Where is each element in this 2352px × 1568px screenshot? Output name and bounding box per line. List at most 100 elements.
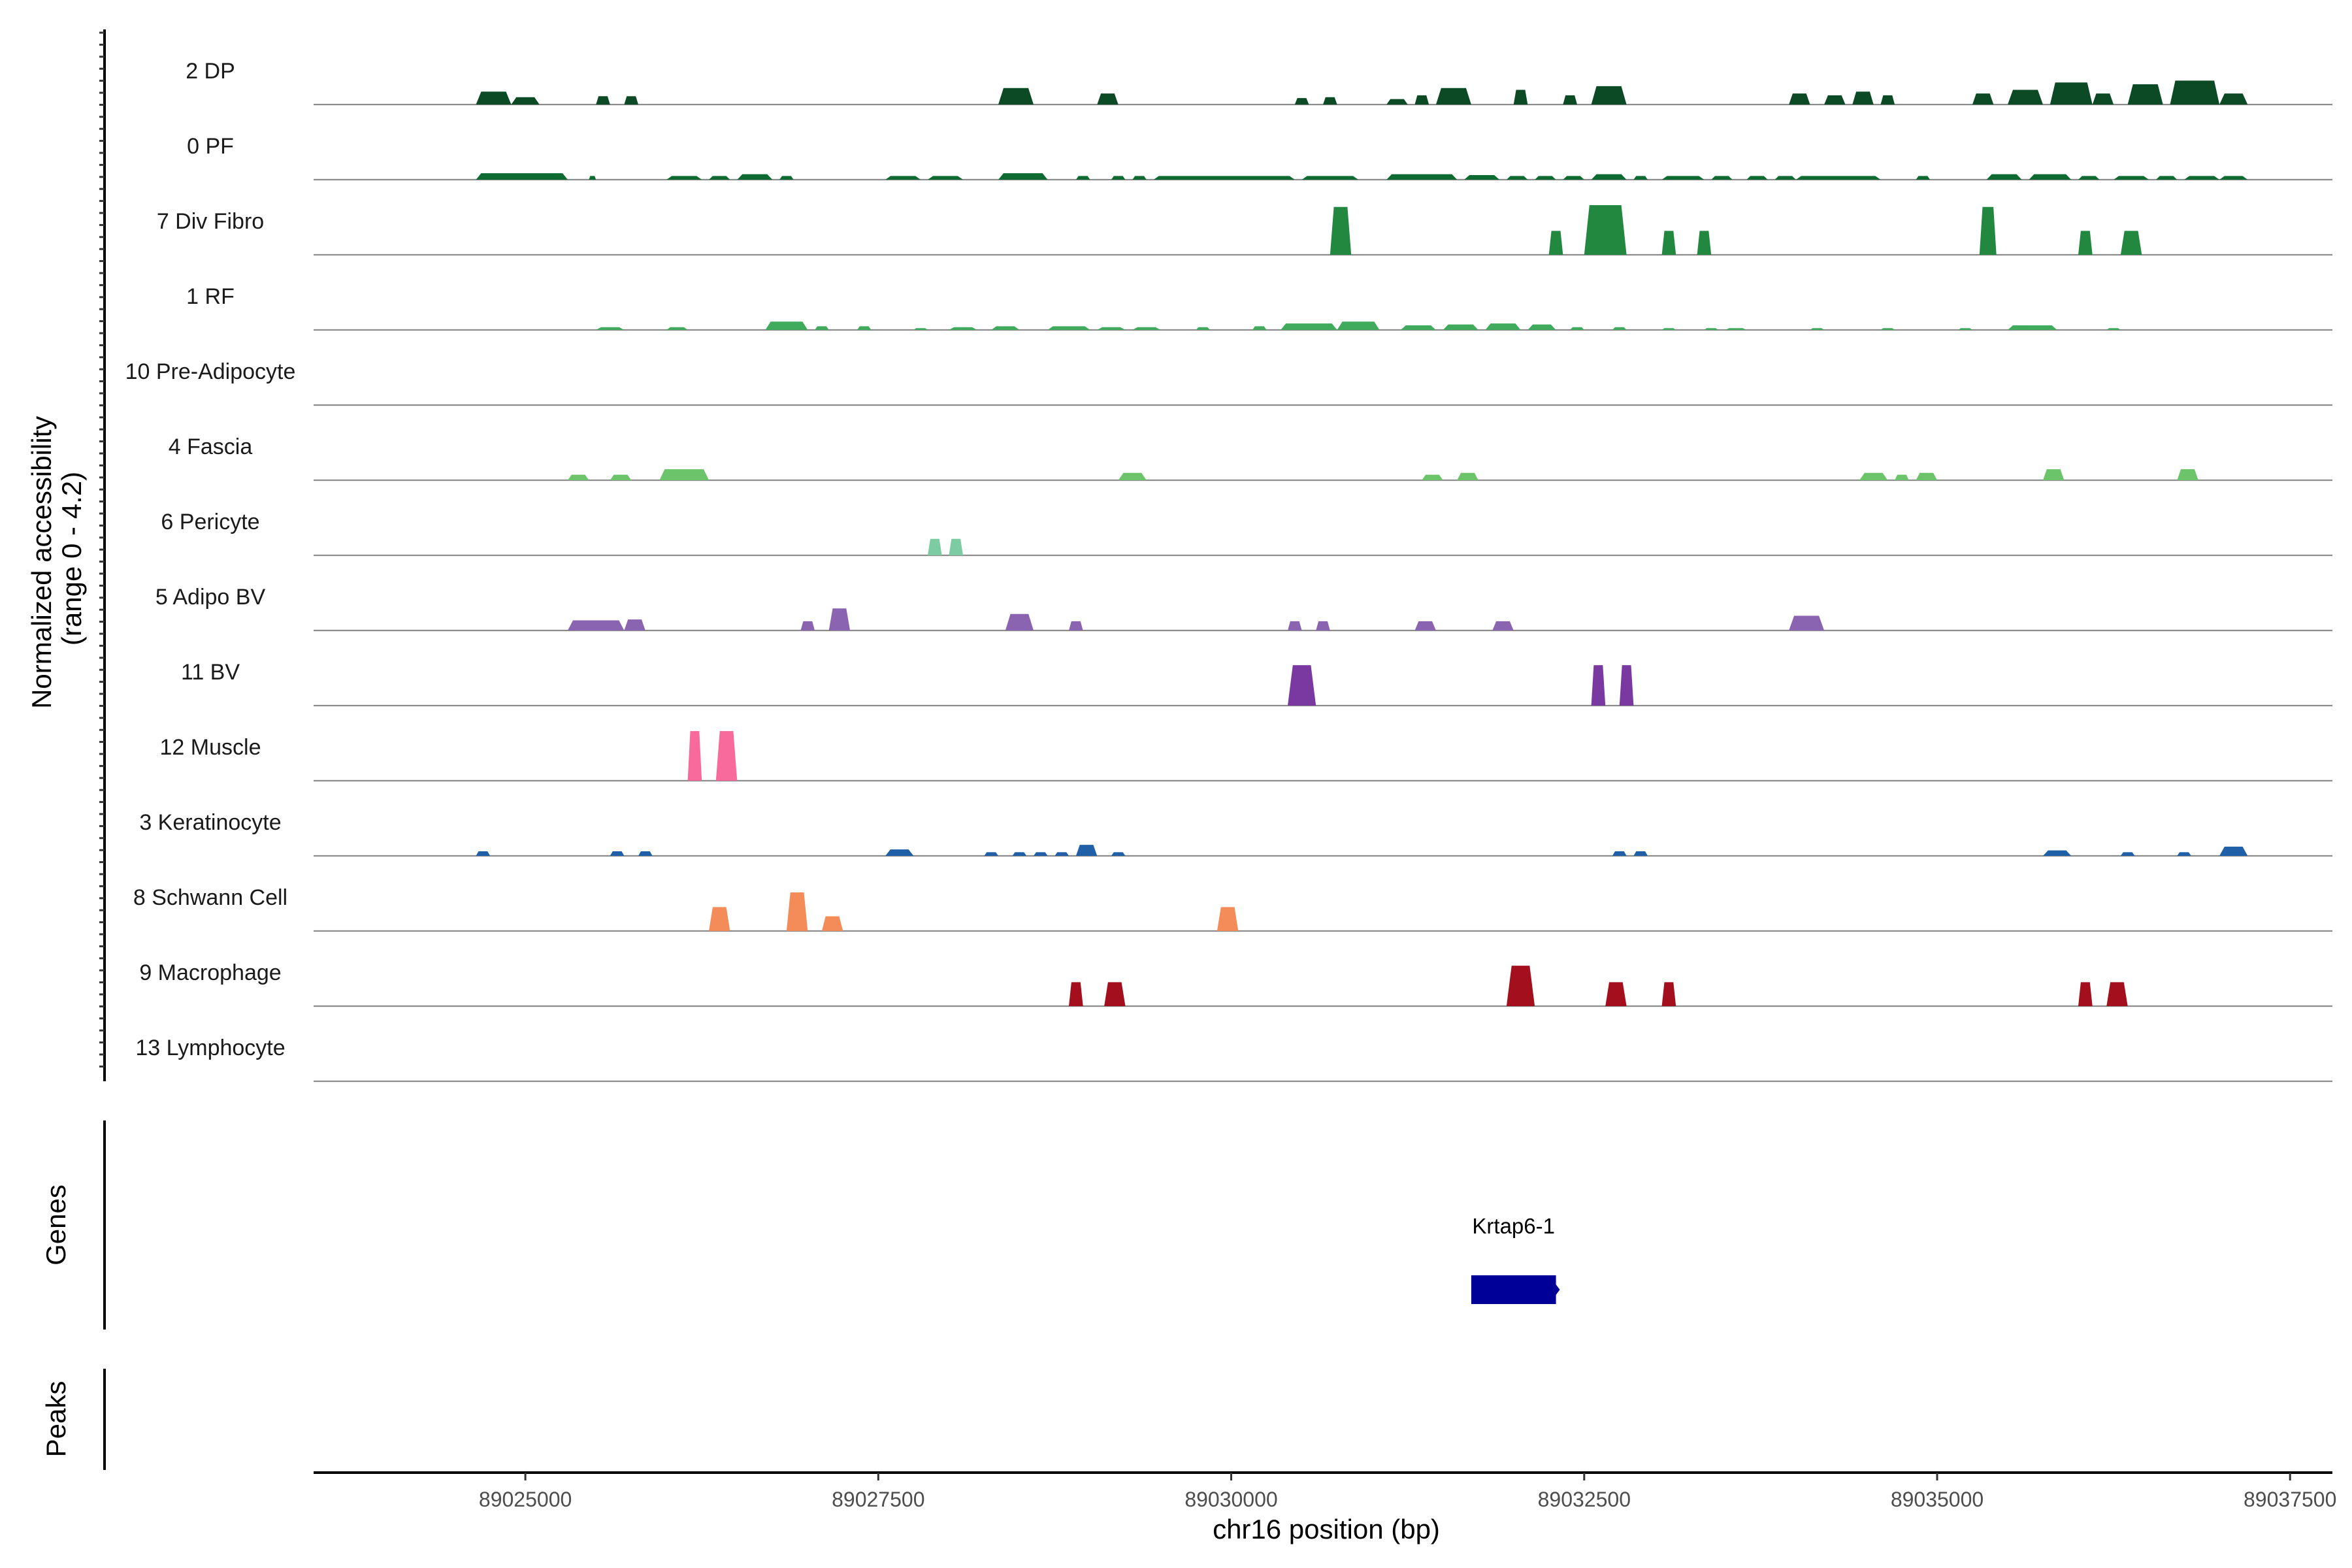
coverage-peak: [1513, 90, 1528, 105]
coverage-peak: [1916, 472, 1937, 480]
x-axis-tick-label: 89027500: [832, 1488, 924, 1511]
coverage-peak: [1506, 176, 1528, 180]
coverage-peak: [1633, 176, 1648, 180]
track-label: 10 Pre-Adipocyte: [125, 359, 296, 384]
coverage-peak: [1704, 328, 1718, 330]
coverage-peak: [589, 176, 596, 180]
coverage-peak: [2120, 852, 2135, 856]
gene-annotations: Krtap6-1: [1471, 1214, 1560, 1304]
coverage-peak: [1661, 176, 1705, 180]
coverage-peak: [1111, 176, 1126, 180]
coverage-peak: [991, 326, 1020, 330]
coverage-peak: [1612, 851, 1627, 856]
track-label: 1 RF: [186, 284, 235, 309]
coverage-peak: [1281, 323, 1337, 330]
coverage-peak: [1563, 176, 1584, 180]
coverage-peak: [1789, 93, 1810, 105]
coverage-peak: [2043, 469, 2065, 480]
coverage-peak: [2120, 231, 2142, 255]
coverage-peak: [815, 326, 829, 330]
coverage-peak: [1661, 328, 1676, 330]
coverage-peak: [1880, 328, 1895, 330]
coverage-peak: [2008, 90, 2043, 105]
gene-label: Krtap6-1: [1472, 1214, 1555, 1238]
coverage-peak: [1492, 621, 1514, 630]
coverage-peak: [779, 176, 794, 180]
coverage-peak: [1548, 231, 1563, 255]
coverage-peak: [1746, 176, 1768, 180]
coverage-peak: [1535, 176, 1556, 180]
coverage-peak: [949, 538, 963, 555]
coverage-peak: [857, 326, 872, 330]
coverage-peak: [2078, 231, 2093, 255]
coverage-peak: [1697, 231, 1712, 255]
coverage-peak: [1527, 324, 1556, 330]
coverage-peak: [949, 327, 977, 330]
track-label: 2 DP: [186, 59, 235, 84]
coverage-peak: [765, 321, 808, 330]
coverage-peak: [1612, 327, 1627, 330]
coverage-peak: [1386, 174, 1458, 180]
coverage-peak: [1485, 323, 1521, 330]
coverage-peak: [1252, 326, 1267, 330]
coverage-peak: [1774, 176, 1796, 180]
track-label: 0 PF: [187, 134, 234, 159]
coverage-peak: [1047, 326, 1090, 330]
coverage-peak: [2078, 176, 2100, 180]
x-axis-ticks: 89025000 89027500 89030000 89032500 89035000…: [479, 1473, 2336, 1511]
coverage-peak: [928, 176, 963, 180]
coverage-peak: [687, 731, 702, 781]
track-label: 12 Muscle: [160, 735, 261, 760]
coverage-peak: [998, 173, 1048, 180]
coverage-peak: [1288, 621, 1302, 630]
coverage-peak: [511, 97, 540, 105]
coverage-peak: [1563, 95, 1577, 105]
coverage-peak: [1069, 982, 1083, 1006]
x-axis-tick-label: 89037500: [2244, 1488, 2336, 1511]
coverage-peak: [1075, 176, 1090, 180]
coverage-peak: [2219, 846, 2248, 856]
coverage-peak: [1301, 176, 1358, 180]
track-label: 3 Keratinocyte: [139, 810, 281, 835]
coverage-peak: [1054, 852, 1069, 856]
coverage-peak: [476, 851, 491, 856]
coverage-peak: [596, 96, 610, 105]
coverage-peak: [1132, 176, 1147, 180]
coverage-peak: [1591, 174, 1627, 180]
coverage-peak: [1288, 665, 1316, 706]
track-label: 5 Adipo BV: [155, 585, 266, 610]
coverage-peak: [1400, 325, 1436, 330]
coverage-peak: [1895, 474, 1909, 480]
coverage-peak: [1457, 472, 1478, 480]
gene-body: [1471, 1275, 1556, 1304]
coverage-peak: [828, 608, 851, 630]
coverage-peak: [1958, 328, 1972, 330]
gene-strand-arrow: [1556, 1284, 1560, 1295]
coverage-peak: [2155, 176, 2178, 180]
coverage-peak: [2050, 82, 2093, 105]
coverage-peak: [928, 538, 942, 555]
coverage-peak: [715, 731, 738, 781]
coverage-peak: [1414, 95, 1429, 105]
coverage-peak: [1435, 88, 1471, 105]
track-label: 11 BV: [181, 660, 240, 685]
track-label: 8 Schwann Cell: [133, 885, 287, 910]
genes-panel-title: Genes: [41, 1184, 71, 1266]
coverage-peak: [2092, 93, 2114, 105]
coverage-peak: [1584, 205, 1627, 255]
coverage-peak: [1916, 176, 1931, 180]
coverage-y-axis-ticks: [99, 31, 105, 1068]
coverage-peak: [800, 621, 815, 630]
coverage-peak: [913, 328, 928, 330]
coverage-peak: [624, 619, 645, 630]
coverage-peak: [885, 849, 914, 856]
coverage-peak: [1443, 324, 1478, 330]
coverage-peak: [2106, 328, 2121, 330]
coverage-peak: [2170, 80, 2220, 105]
track-label: 13 Lymphocyte: [135, 1036, 285, 1060]
track-label: 4 Fascia: [169, 434, 253, 459]
coverage-peak: [1294, 98, 1309, 105]
coverage-peak: [1725, 328, 1747, 330]
